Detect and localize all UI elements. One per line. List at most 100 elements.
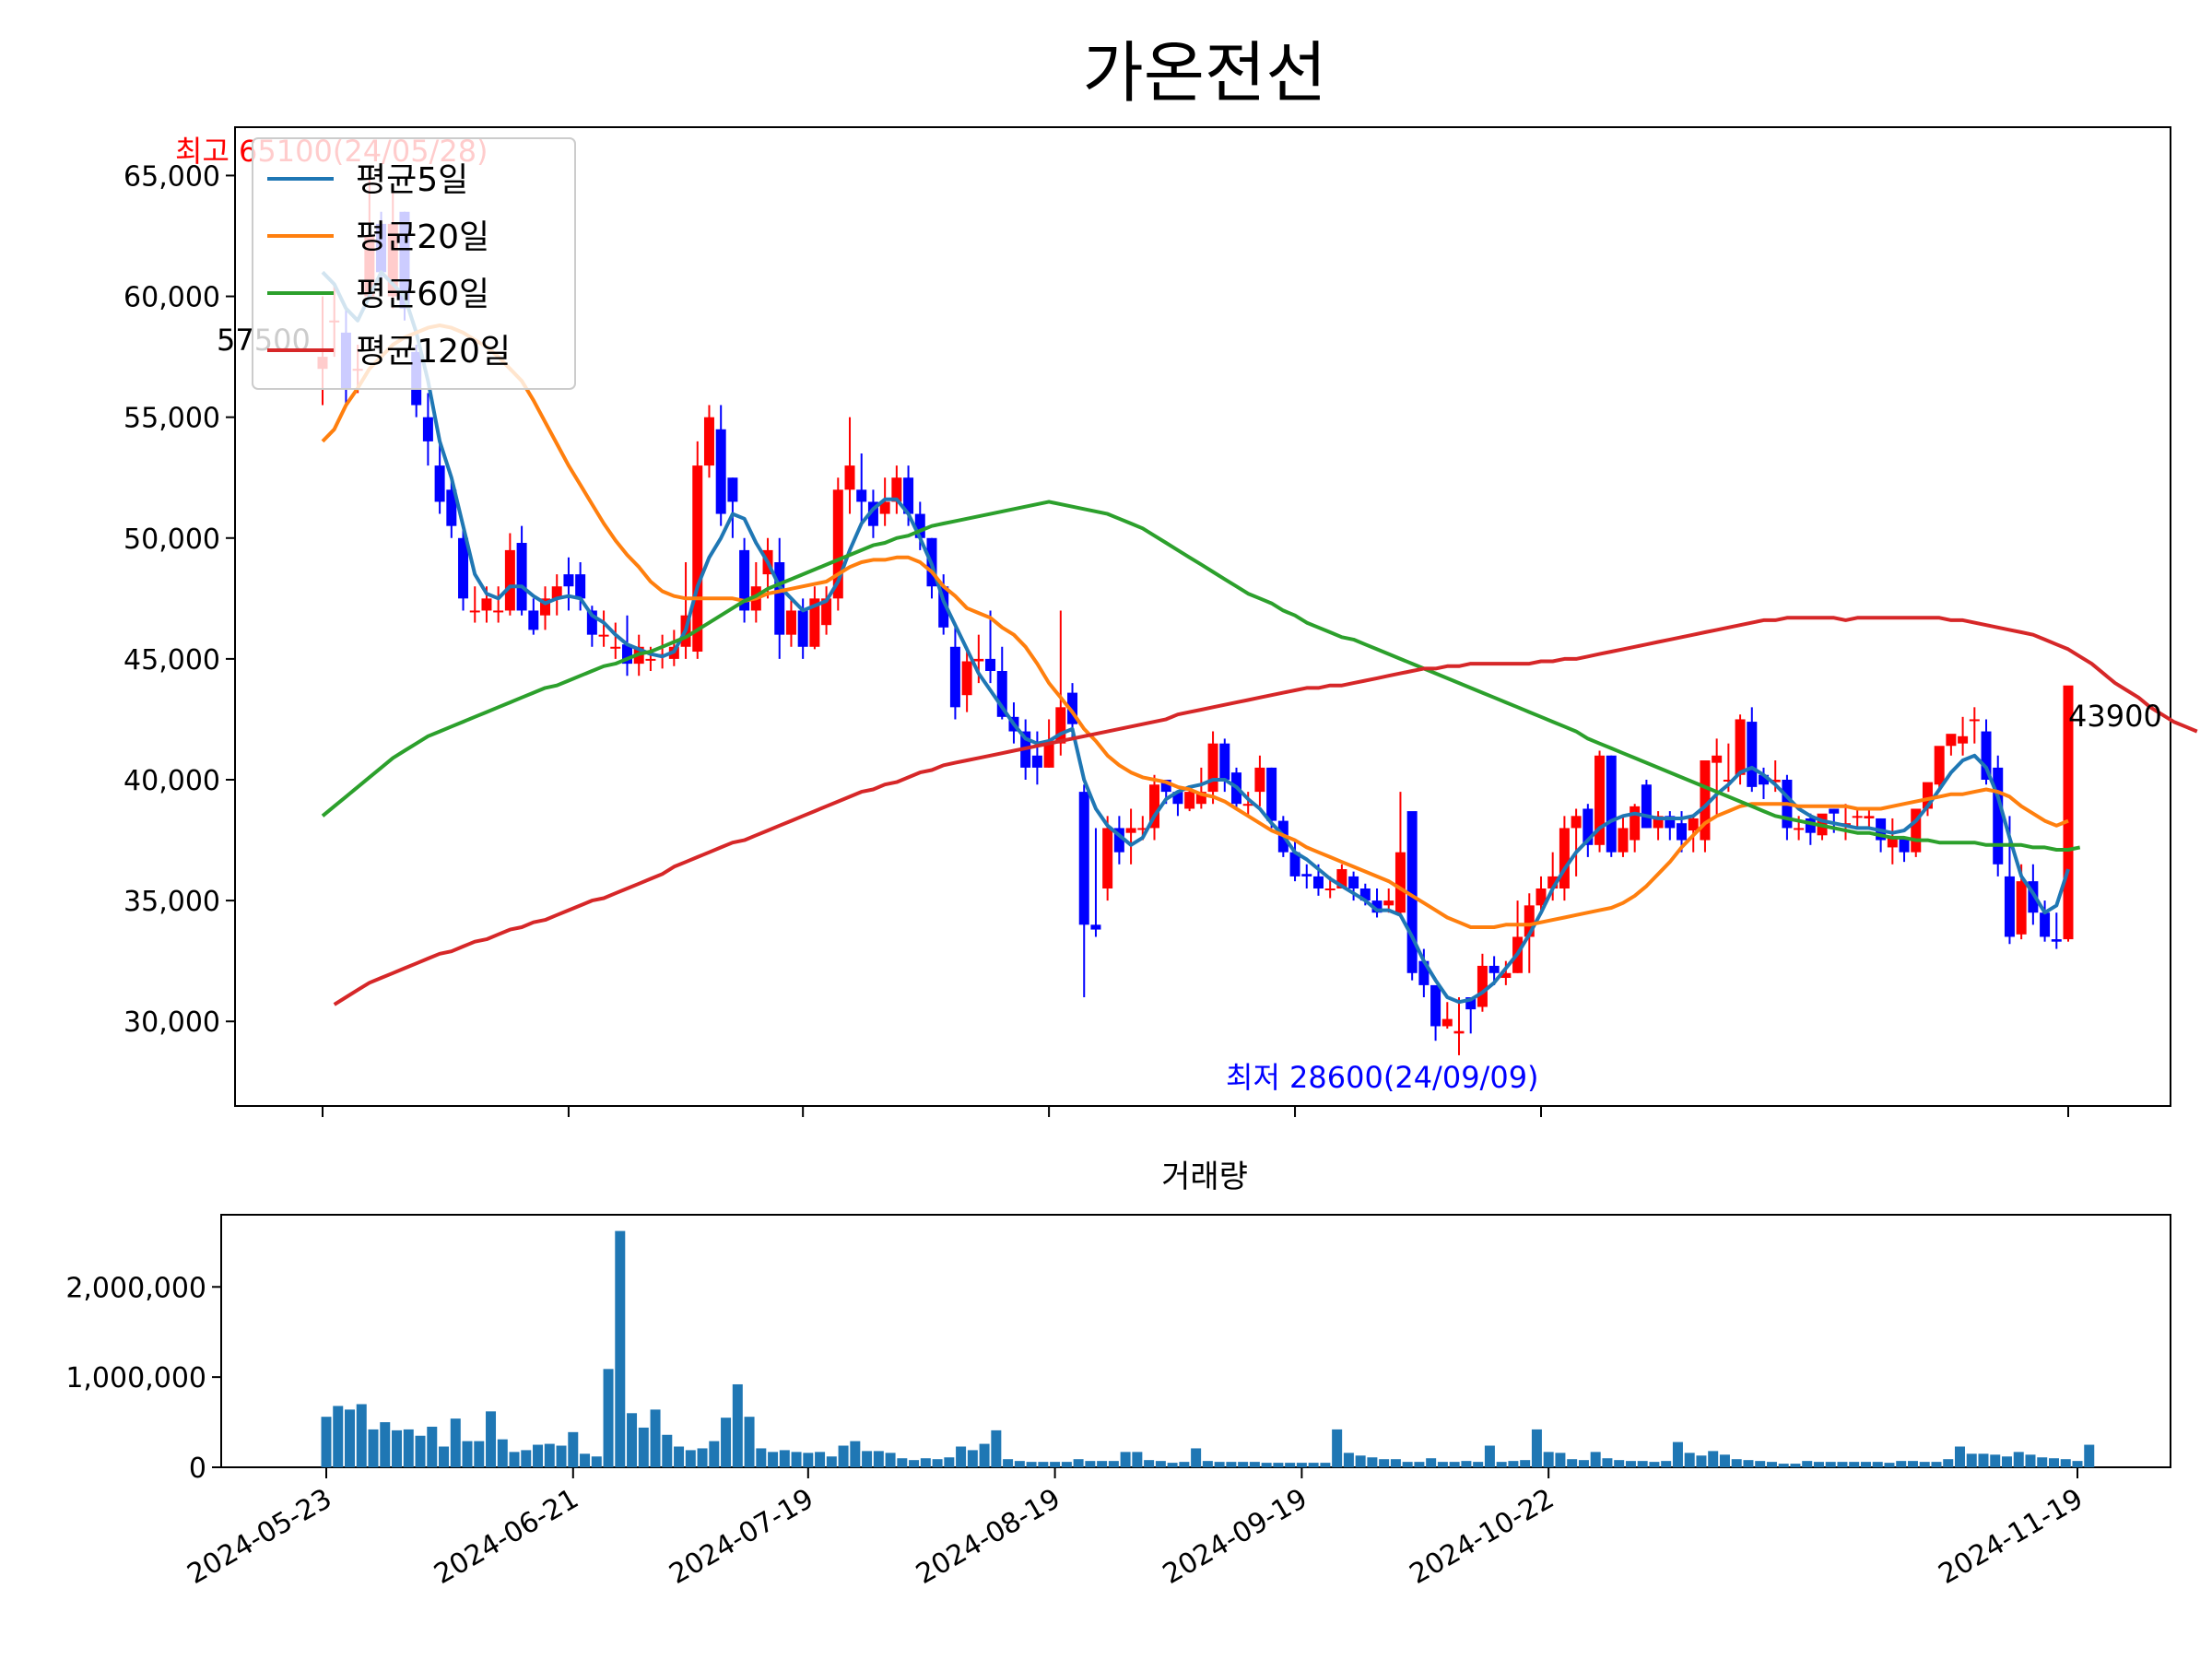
volume-bar bbox=[991, 1430, 1002, 1467]
candle-body bbox=[1043, 743, 1054, 768]
date-tick-label: 2024-08-19 bbox=[911, 1483, 1065, 1591]
volume-bar bbox=[826, 1456, 837, 1467]
volume-bar bbox=[1990, 1454, 2001, 1467]
candle-body bbox=[1312, 876, 1324, 888]
candle-body bbox=[1149, 784, 1160, 829]
candle-body bbox=[586, 610, 597, 635]
ma-line bbox=[333, 616, 2198, 1006]
volume-bar bbox=[486, 1411, 497, 1467]
volume-bar bbox=[779, 1450, 790, 1467]
volume-bar bbox=[580, 1453, 591, 1467]
volume-bar bbox=[650, 1409, 661, 1467]
volume-bar bbox=[1261, 1463, 1272, 1467]
volume-bar bbox=[2048, 1458, 2059, 1467]
volume-bar bbox=[944, 1457, 955, 1467]
volume-bar bbox=[1285, 1463, 1296, 1467]
volume-axes-frame bbox=[220, 1214, 2171, 1468]
volume-bar bbox=[1766, 1462, 1777, 1467]
candle-body bbox=[1747, 722, 1758, 787]
candle-body bbox=[1630, 806, 1641, 841]
candle-body bbox=[551, 586, 562, 599]
volume-bar bbox=[956, 1446, 967, 1467]
volume-ytick-label: 1,000,000 bbox=[65, 1362, 206, 1394]
price-ytick-label: 65,000 bbox=[124, 160, 220, 193]
volume-bar bbox=[1085, 1461, 1096, 1467]
candle-body bbox=[949, 646, 960, 708]
volume-bar bbox=[744, 1417, 755, 1467]
ma-line bbox=[321, 270, 2070, 1005]
volume-bar bbox=[1931, 1462, 1942, 1467]
candle-body bbox=[1289, 852, 1300, 877]
candle-body bbox=[621, 644, 632, 665]
volume-bar bbox=[638, 1427, 649, 1467]
candle-body bbox=[1922, 782, 1933, 809]
volume-ytick-label: 0 bbox=[189, 1453, 206, 1485]
candle-body bbox=[1770, 780, 1781, 782]
candle-body bbox=[610, 646, 621, 649]
candle-body bbox=[1219, 743, 1230, 780]
date-tick-label: 2024-06-21 bbox=[429, 1483, 583, 1591]
legend-label: 평균120일 bbox=[356, 333, 511, 371]
price-ytick-label: 45,000 bbox=[124, 644, 220, 677]
volume-bar bbox=[2025, 1454, 2036, 1467]
date-tick-label: 2024-05-23 bbox=[182, 1483, 337, 1591]
volume-bar bbox=[1461, 1461, 1472, 1467]
legend-label: 평균5일 bbox=[356, 161, 468, 199]
candle-body bbox=[1488, 965, 1500, 973]
candle-body bbox=[1394, 852, 1406, 913]
candle-body bbox=[493, 610, 504, 613]
candle-body bbox=[1500, 972, 1512, 979]
volume-bar bbox=[721, 1418, 732, 1467]
price-ytick-label: 55,000 bbox=[124, 403, 220, 435]
ma-line bbox=[321, 324, 2069, 929]
volume-bar bbox=[1108, 1461, 1119, 1467]
candle-body bbox=[504, 549, 515, 611]
volume-bar bbox=[1332, 1429, 1343, 1467]
candle-body bbox=[1946, 734, 1957, 747]
candle-body bbox=[469, 610, 480, 613]
candle-body bbox=[563, 574, 574, 587]
volume-bar bbox=[1719, 1454, 1730, 1467]
candle-body bbox=[1594, 755, 1606, 845]
candle-body bbox=[1735, 719, 1746, 775]
candle-body bbox=[1618, 828, 1629, 853]
volume-bar bbox=[1390, 1459, 1401, 1467]
candle-body bbox=[1688, 818, 1699, 831]
candle-body bbox=[1641, 784, 1652, 829]
candle-body bbox=[891, 477, 902, 502]
volume-bar bbox=[1849, 1462, 1860, 1467]
volume-bar bbox=[1367, 1457, 1378, 1467]
candle-body bbox=[1324, 888, 1335, 890]
date-tick-label: 2024-10-22 bbox=[1405, 1483, 1559, 1591]
candle-body bbox=[1677, 823, 1688, 841]
candle-body bbox=[832, 489, 843, 599]
volume-bar bbox=[1097, 1461, 1108, 1467]
date-tick-label: 2024-09-19 bbox=[1158, 1483, 1312, 1591]
volume-bar bbox=[1954, 1446, 1965, 1467]
candle-body bbox=[528, 610, 539, 630]
volume-bar bbox=[1755, 1461, 1766, 1467]
volume-bar bbox=[1555, 1453, 1566, 1467]
candle-body bbox=[1524, 905, 1535, 937]
volume-bar bbox=[1038, 1462, 1049, 1467]
volume-bar bbox=[403, 1429, 414, 1467]
candle-body bbox=[1078, 792, 1089, 925]
candle-body bbox=[1359, 888, 1371, 901]
candle-body bbox=[739, 549, 750, 611]
volume-bar bbox=[521, 1450, 532, 1467]
candle-body bbox=[1418, 960, 1430, 985]
volume-bar bbox=[1003, 1459, 1014, 1467]
candle-body bbox=[1207, 743, 1218, 793]
candle-body bbox=[645, 658, 656, 661]
volume-bar bbox=[885, 1453, 896, 1467]
volume-bar bbox=[1520, 1460, 1531, 1467]
volume-bar bbox=[509, 1452, 520, 1467]
volume-bar bbox=[662, 1434, 673, 1467]
volume-bar bbox=[873, 1451, 884, 1467]
candle-body bbox=[1090, 924, 1101, 930]
candle-body bbox=[1465, 997, 1477, 1010]
candle-body bbox=[1172, 792, 1183, 805]
candle-body bbox=[1535, 888, 1547, 906]
